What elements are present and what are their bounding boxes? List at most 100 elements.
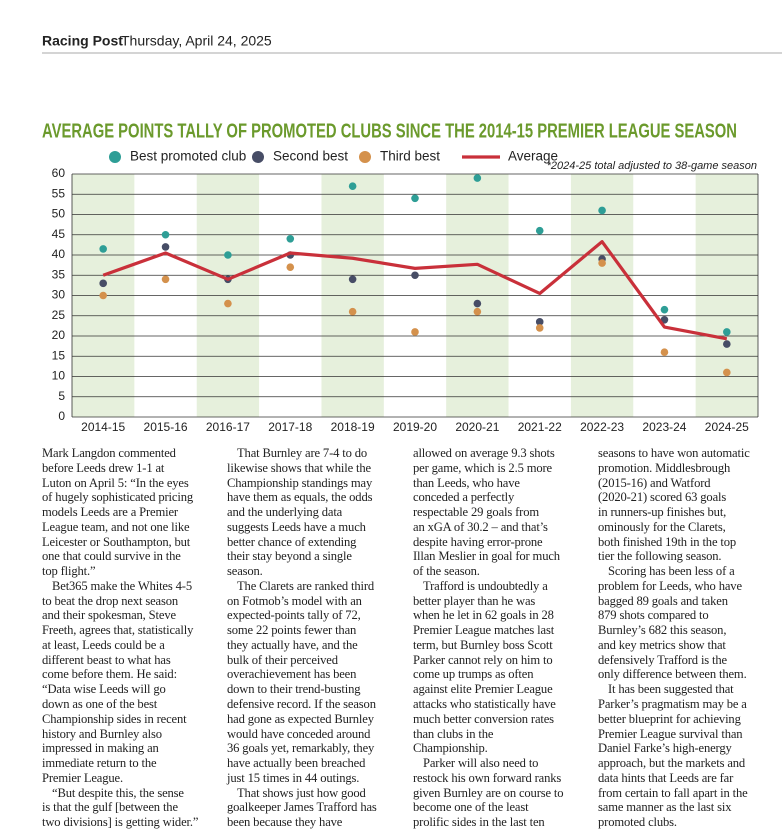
text-line: one that could survive in the [42,549,181,564]
data-dot [660,348,669,357]
text-line: Daniel Farke’s high-energy [598,741,732,756]
text-line: allowed on average 9.3 shots [413,446,555,460]
text-line: top flight.” [42,564,96,579]
text-line: bulk of their perceived [227,652,338,667]
x-tick-label: 2023-24 [642,420,686,434]
text-line: Premier League matches last [413,623,555,638]
text-line: Championship. [413,741,488,756]
data-dot [723,368,731,377]
text-line: to beat the drop next season [42,593,179,608]
text-line: when he let in 62 goals in 28 [413,608,554,623]
text-line: become one of the least [413,800,529,815]
text-line: That Burnley are 7-4 to do [237,446,368,460]
data-dot [660,316,669,324]
text-line: better player than he was [413,593,536,608]
x-tick-label: 2015-16 [144,420,188,434]
paragraph: “But despite this, the sense is that the … [42,786,224,830]
text-line: (2020-21) scored 63 goals [598,490,727,505]
data-dot [723,340,731,348]
text-line: and the underlying data [227,505,343,520]
text-line: at least, Leeds could be a [42,637,165,652]
data-dot [348,307,357,316]
text-line: would have conceded around [227,726,371,741]
text-line: of hugely sophisticated pricing [42,490,193,505]
text-line: they actually have, and the [227,637,358,652]
text-line: Championship standings may [227,475,373,490]
text-line: history and Burnley also [42,726,162,741]
text-line: despite having error-prone [413,534,543,549]
text-line: Illan Meslier in goal for much [413,549,560,564]
y-tick-label: 55 [52,186,66,200]
text-line: just 15 times in 44 outings. [227,770,360,785]
legend-label: Average [508,149,558,164]
text-line: before Leeds drew 1-1 at [42,460,165,475]
text-line: Premier League. [42,770,123,785]
y-tick-label: 30 [52,288,66,302]
data-dot [99,279,107,288]
y-tick-label: 50 [52,207,66,221]
legend-label: Second best [273,149,348,164]
text-line: attacks who statistically have [413,697,556,712]
x-tick-label: 2022-23 [580,420,624,434]
text-line: “Data wise Leeds will go [42,682,166,697]
legend-dot [359,151,371,163]
paragraph: That shows just how good goalkeeper James… [227,786,409,830]
article-column: seasons to have won automatic promotion. … [598,446,780,830]
text-line: likewise shows that while the [227,460,371,475]
text-line: defensively Trafford is the [598,652,727,667]
text-line: prolific sides in the last ten [413,815,545,830]
text-line: some 22 points fewer than [227,623,357,638]
text-line: The Clarets are ranked third [237,578,375,593]
text-line: than Leeds, who have [413,475,520,490]
text-line: their stay beyond a single [227,549,352,564]
text-line: Burnley’s 682 this season, [598,623,727,638]
legend-dot [109,151,121,163]
text-line: come up trumps as often [413,667,534,682]
data-dot [598,206,606,215]
paragraph: It has been suggested that Parker’s pragm… [598,682,780,830]
x-tick-label: 2014-15 [81,420,125,434]
data-dot [723,328,731,336]
text-line: (2015-16) and Watford [598,475,711,490]
text-line: suggests Leeds have a much [227,519,366,534]
data-dot [411,271,419,280]
text-line: per game, which is 2.5 more [413,460,552,475]
text-line: League team, and not one like [42,519,190,534]
x-tick-label: 2017-18 [268,420,312,434]
data-dot [473,174,482,182]
text-line: much better conversion rates [413,711,554,726]
x-tick-label: 2024-25 [705,420,749,434]
paragraph: Parker will also need to restock his own … [413,756,595,830]
data-dot [224,299,232,308]
data-dot [224,251,232,259]
text-line: and their spokesman, Steve [42,608,176,623]
text-line: models Leeds are a Premier [42,505,178,520]
text-line: Parker’s pragmatism may be a [598,697,747,712]
text-line: ominously for the Clarets, [598,519,726,534]
text-line: Parker cannot rely on him to [413,652,553,667]
text-line: against elite Premier League [413,682,553,697]
text-line: “But despite this, the sense [52,785,184,800]
text-line: and key metrics show that [598,637,726,652]
text-line: overachievement has been [227,667,357,682]
paragraph: allowed on average 9.3 shots per game, wh… [413,446,595,579]
text-line: Premier League survival than [598,726,743,741]
data-dot [99,245,107,253]
text-line: data hints that Leeds are far [598,770,734,785]
y-tick-label: 35 [52,267,66,281]
y-tick-label: 15 [52,348,66,362]
data-dot [348,275,357,284]
text-line: from certain to fall apart in the [598,785,748,800]
text-line: conceded a perfectly [413,490,515,505]
text-line: goalkeeper James Trafford has [227,800,377,815]
data-dot [411,194,419,203]
text-line: two divisions] is getting wider.” [42,815,199,830]
x-tick-label: 2020-21 [455,420,499,434]
text-line: given Burnley are on course to [413,785,564,800]
text-line: have them as equals, the odds [227,490,373,505]
chart: Racing Post Thursday, April 24, 2025 AVE… [42,33,782,434]
data-dot [411,328,419,336]
text-line: better chance of extending [227,534,357,549]
text-line: had gone as expected Burnley [227,711,374,726]
text-line: Scoring has been less of a [608,564,735,579]
